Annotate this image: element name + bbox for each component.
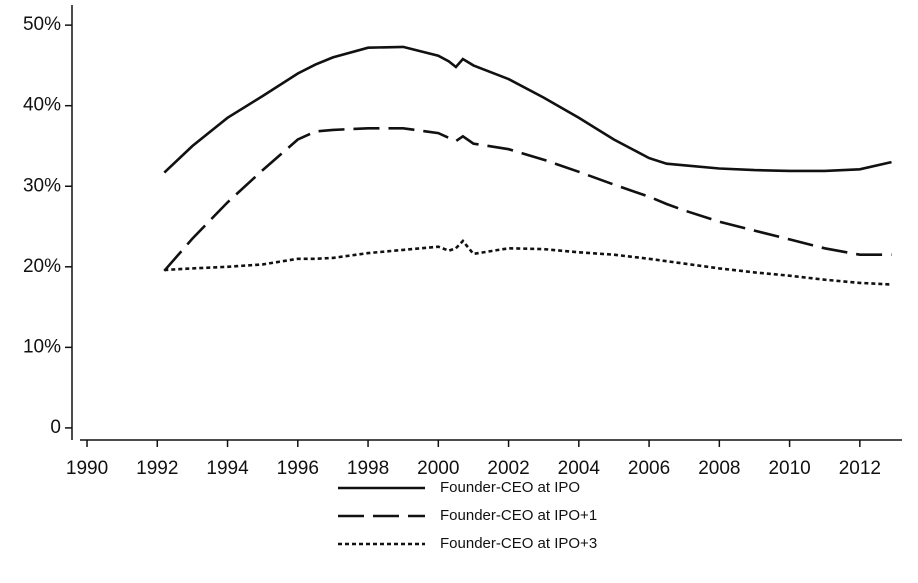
x-tick-label: 1990	[66, 458, 108, 479]
series-line	[163, 45, 892, 174]
y-tick-label: 10%	[23, 336, 61, 357]
x-tick-label: 2012	[839, 458, 881, 479]
y-tick-label: 30%	[23, 175, 61, 196]
series-line	[164, 239, 892, 286]
x-tick-label: 1996	[277, 458, 319, 479]
x-tick-label: 2008	[698, 458, 740, 479]
legend-label: Founder-CEO at IPO	[440, 479, 580, 496]
x-tick-label: 1992	[136, 458, 178, 479]
y-tick-label: 0	[50, 417, 61, 438]
x-tick-label: 2002	[487, 458, 529, 479]
series-line	[163, 127, 892, 272]
x-tick-label: 2010	[768, 458, 810, 479]
x-tick-label: 2004	[558, 458, 601, 479]
x-tick-label: 1994	[206, 458, 249, 479]
x-tick-label: 2006	[628, 458, 670, 479]
y-tick-label: 40%	[23, 95, 61, 116]
x-tick-label: 2000	[417, 458, 459, 479]
x-tick-label: 1998	[347, 458, 389, 479]
legend-label: Founder-CEO at IPO+1	[440, 507, 597, 524]
legend-label: Founder-CEO at IPO+3	[440, 535, 597, 552]
y-tick-label: 20%	[23, 256, 61, 277]
y-tick-label: 50%	[23, 14, 61, 35]
